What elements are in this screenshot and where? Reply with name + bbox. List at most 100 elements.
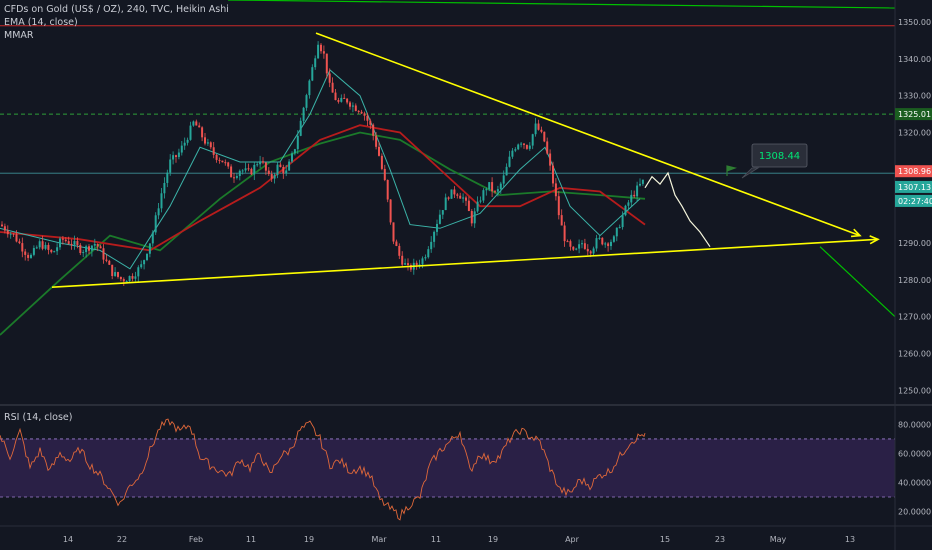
rsi-band bbox=[0, 438, 895, 497]
candle-body bbox=[279, 164, 282, 167]
price-axis[interactable]: 1350.00 1340.00 1330.00 1320.00 1290.00 1280.… bbox=[898, 18, 931, 395]
rsi-axis[interactable]: 80.0000 60.0000 40.0000 20.0000 bbox=[898, 420, 931, 516]
rsi-plot bbox=[0, 418, 646, 521]
candle-body bbox=[366, 115, 369, 121]
candle-body bbox=[607, 243, 610, 247]
candle-body bbox=[450, 189, 453, 199]
candle-body bbox=[595, 238, 598, 249]
candle-body bbox=[331, 82, 334, 93]
flag-icon bbox=[726, 165, 738, 176]
candle-body bbox=[38, 241, 41, 248]
candle-body bbox=[525, 144, 528, 149]
price-tick-label: 1330.00 bbox=[898, 92, 931, 101]
tag-current-price: 1307.13 bbox=[898, 183, 931, 192]
candle-body bbox=[322, 51, 325, 54]
candle-body bbox=[169, 159, 172, 173]
candle-body bbox=[557, 196, 560, 216]
candle-body bbox=[627, 202, 630, 206]
candle-body bbox=[639, 183, 641, 186]
candle-body bbox=[395, 241, 398, 246]
candle-body bbox=[589, 251, 592, 254]
callout-box bbox=[751, 143, 808, 168]
candle-body bbox=[592, 248, 595, 254]
candle-body bbox=[270, 174, 273, 179]
candle-body bbox=[88, 246, 90, 251]
symbol-title[interactable]: CFDs on Gold (US$ / OZ), 240, TVC, Heiki… bbox=[4, 4, 229, 15]
callout-pointer bbox=[741, 167, 760, 179]
candle-body bbox=[105, 259, 108, 261]
candle-body bbox=[386, 179, 389, 200]
trendlines bbox=[51, 32, 896, 318]
candle-body bbox=[488, 182, 491, 190]
candle-body bbox=[375, 135, 378, 147]
candle-body bbox=[128, 276, 131, 282]
price-tick-label: 1340.00 bbox=[898, 55, 931, 64]
candle-body bbox=[337, 100, 340, 102]
candle-body bbox=[340, 97, 343, 102]
ema-legend[interactable]: EMA (14, close) bbox=[4, 17, 78, 28]
resistance-trendline-arrow bbox=[850, 228, 862, 238]
candle-body bbox=[172, 155, 175, 160]
candle-body bbox=[407, 263, 409, 265]
candle-body bbox=[543, 131, 546, 142]
tag-current-price-bg bbox=[895, 180, 932, 193]
candle-body bbox=[508, 156, 511, 167]
candle-body bbox=[514, 149, 517, 151]
candle-body bbox=[157, 208, 160, 216]
candle-body bbox=[485, 189, 488, 191]
candle-body bbox=[415, 262, 418, 266]
candle-body bbox=[96, 243, 99, 247]
candle-body bbox=[418, 264, 421, 266]
tag-current-high-bg bbox=[895, 165, 932, 178]
main-legend: CFDs on Gold (US$ / OZ), 240, TVC, Heiki… bbox=[4, 3, 229, 42]
candle-body bbox=[438, 214, 441, 224]
candle-body bbox=[50, 249, 53, 253]
price-tick-label: 1290.00 bbox=[898, 239, 931, 248]
candle-body bbox=[108, 260, 111, 265]
tag-resistance: 1325.01 bbox=[898, 110, 931, 119]
candle-body bbox=[53, 251, 56, 253]
candle-body bbox=[15, 234, 18, 242]
candle-body bbox=[601, 237, 604, 245]
price-callout[interactable]: 1308.44 bbox=[726, 143, 808, 179]
candle-body bbox=[285, 170, 288, 174]
ma-red-line bbox=[0, 124, 646, 252]
rsi-tick-label: 40.0000 bbox=[898, 478, 931, 487]
candle-body bbox=[604, 243, 607, 245]
green-top-line bbox=[227, 0, 896, 9]
candle-body bbox=[227, 162, 230, 167]
candle-body bbox=[212, 147, 215, 155]
candle-body bbox=[427, 249, 430, 258]
candle-body bbox=[148, 243, 151, 254]
candle-body bbox=[615, 227, 618, 237]
candle-body bbox=[334, 92, 337, 101]
candle-body bbox=[250, 168, 253, 175]
mmar-legend[interactable]: MMAR bbox=[4, 30, 34, 41]
candle-body bbox=[424, 257, 427, 259]
candle-body bbox=[578, 244, 581, 249]
candle-body bbox=[320, 44, 322, 52]
time-axis[interactable]: 14 22 Feb 11 19 Mar 11 19 Apr 15 23 May 13 bbox=[63, 535, 855, 544]
candle-body bbox=[523, 143, 525, 145]
candle-body bbox=[47, 244, 50, 250]
callout-value: 1308.44 bbox=[759, 151, 800, 162]
candle-body bbox=[404, 263, 407, 265]
candle-body bbox=[308, 80, 311, 96]
price-tick-label: 1320.00 bbox=[898, 129, 931, 138]
candle-body bbox=[502, 175, 505, 184]
candle-body bbox=[82, 252, 85, 254]
time-tick-label: 15 bbox=[660, 535, 670, 544]
rsi-title[interactable]: RSI (14, close) bbox=[4, 412, 73, 423]
candle-body bbox=[563, 225, 566, 242]
candle-body bbox=[598, 237, 601, 239]
tag-countdown-bg bbox=[895, 194, 932, 207]
candle-body bbox=[215, 154, 218, 160]
candle-body bbox=[166, 172, 169, 183]
time-tick-label: 22 bbox=[117, 535, 127, 544]
candle-body bbox=[465, 197, 467, 201]
candle-body bbox=[572, 246, 575, 250]
candle-body bbox=[447, 197, 450, 199]
candle-body bbox=[633, 194, 636, 197]
candle-body bbox=[314, 58, 317, 68]
